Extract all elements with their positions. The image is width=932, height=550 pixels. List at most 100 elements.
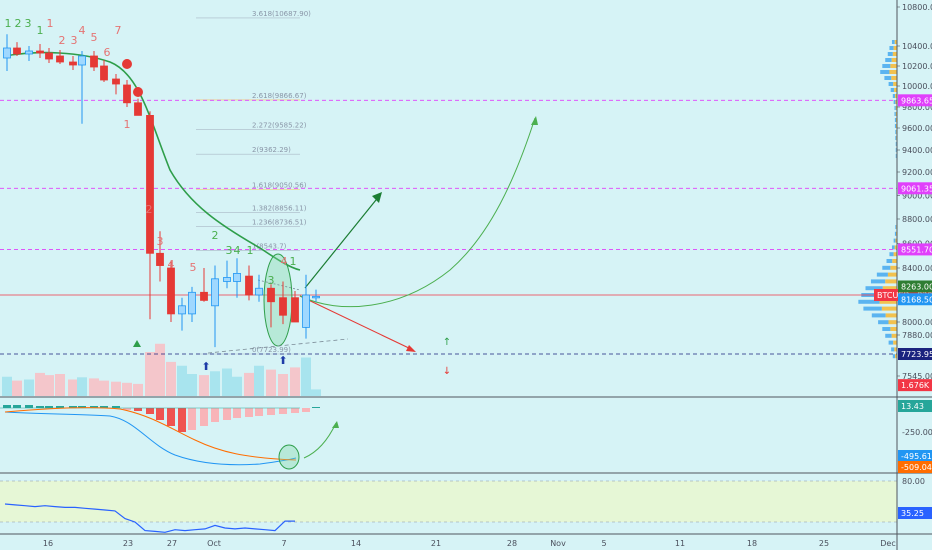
volume-profile-bar [890,64,897,68]
macd-histogram-bar [90,406,98,408]
price-tag [898,243,932,256]
volume-profile-bar [880,70,890,74]
macd-value-label: -509.04 [901,463,932,472]
candle-body [178,305,186,315]
time-axis-label: 25 [819,539,829,548]
candle-body [233,272,241,282]
td-count-green: 3 [226,244,233,257]
fib-level-label: 0(7723.99) [252,346,291,354]
fib-level-label: 1.382(8856.11) [252,204,307,212]
volume-bar [311,389,321,396]
volume-profile-bar [891,76,897,80]
volume-profile-bar [885,313,897,318]
price-axis-label: 8800.00 [902,215,932,224]
price-axis-label: 10000.00 [902,82,932,91]
price-axis-label: 9600.00 [902,124,932,133]
volume-bar [44,375,54,396]
time-axis-label: 21 [431,539,441,548]
candle-body [223,277,231,282]
price-axis-label: 8400.00 [902,264,932,273]
volume-profile-bar [895,148,897,152]
volume-profile-bar [892,52,897,56]
macd-histogram-bar [123,408,131,410]
td-count-red: 1 [124,118,131,131]
volume-bar [111,381,121,396]
volume-profile-bar [894,112,896,116]
volume-profile-bar [879,299,897,304]
fib-level-label: 1.618(9050.56) [252,182,307,190]
volume-profile-bar [895,142,897,146]
time-axis-label: 7 [281,539,286,548]
price-tag-label: 9061.35 [901,184,932,193]
macd-histogram-bar [200,408,208,426]
green-triangle-icon [133,340,141,347]
candle-body [302,294,310,328]
td-count-red: 5 [190,261,197,274]
td-count-green: 1 [290,255,297,268]
volume-bar [266,369,276,396]
volume-bar [290,367,300,396]
volume-profile-bar [882,327,891,331]
volume-profile-bar [881,306,897,311]
candle-body [78,55,86,66]
fib-level-label: 3.618(10687.90) [252,10,311,18]
volume-profile-bar [894,245,897,250]
candle-body [167,267,175,315]
volume-profile-bar [894,231,897,236]
volume-profile-bar [858,299,880,304]
candle-body [267,287,275,303]
time-axis[interactable]: 16 23 27 Oct 7 14 21 28 Nov 5 11 18 25 Dec [43,539,896,548]
fib-level-label: 2(9362.29) [252,146,291,154]
volume-bar [133,383,143,396]
price-axis-label: 10800.00 [902,3,932,12]
time-axis-label: Oct [207,539,221,548]
price-tag [898,280,932,293]
sell-setup-marker [122,59,132,69]
volume-bar [155,343,165,396]
volume-bar [222,368,232,396]
price-tag [898,348,932,361]
price-tag-label: 9863.65 [901,96,932,105]
volume-profile-bar [890,265,897,270]
candle-body [13,47,21,55]
price-axis-label: 9400.00 [902,146,932,155]
td-count-red: 4 [281,255,288,268]
macd-histogram-bar [255,408,263,416]
candle-body [312,295,320,299]
volume-profile-bar [870,279,886,284]
rsi-value-tag [898,507,932,519]
sell-setup-marker [133,87,143,97]
candles [3,34,320,348]
candle-body [25,50,33,55]
candle-body [134,102,142,116]
volume-profile-bar [892,259,897,263]
td-count-red: 6 [104,46,111,59]
volume-profile-bar [891,347,895,352]
volume-bar [35,372,45,396]
volume-profile-bar [895,136,897,140]
volume-profile [858,40,897,359]
volume-profile-bar [865,286,883,291]
td-count-red: 3 [157,235,164,248]
macd-histogram-bar [100,406,108,408]
fib-dotted-guide [257,279,301,291]
volume-bar [24,379,34,396]
bearish-projection-arrow [299,295,414,351]
volume-bar [210,371,220,396]
time-axis-label: 28 [507,539,517,548]
volume-bar [77,377,87,396]
macd-histogram-bar [36,406,44,408]
volume-profile-bar [894,40,897,44]
candle-body [279,297,287,316]
curved-projection-arrow-head [531,116,538,125]
macd-histogram-bar [69,406,77,408]
macd-value-label: -495.61 [901,452,932,461]
macd-histogram-bar [45,406,53,408]
candle-body [200,291,208,301]
volume-profile-bar [887,52,893,56]
time-axis-label: 11 [675,539,685,548]
volume-bar [55,374,65,396]
volume-profile-bar [871,313,886,318]
